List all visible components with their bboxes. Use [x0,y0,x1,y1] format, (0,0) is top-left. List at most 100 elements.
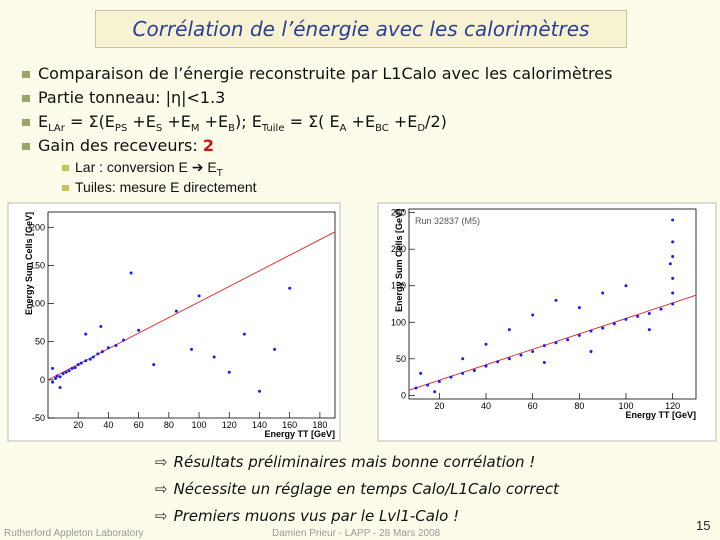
data-point [70,366,74,370]
plot-area [408,208,697,400]
text-segment: +E [346,112,376,131]
data-point [99,324,103,328]
text-segment: = Σ(E [64,112,115,131]
y-axis-label: Energy Sum Cells [GeV] [24,212,34,315]
x-tick-label: 60 [528,401,538,411]
data-point [227,370,231,374]
data-point [542,360,546,364]
data-point [84,332,88,336]
data-point [472,369,476,372]
y-tick-label: 50 [35,337,45,347]
data-point [531,350,535,353]
data-point [589,350,593,353]
y-tick-label: 250 [391,208,406,218]
data-point [106,346,110,350]
data-point [601,291,605,295]
text-segment: Gain des receveurs: [38,136,203,155]
text-segment: /2) [425,112,447,131]
x-tick-label: 180 [312,420,327,430]
x-tick-label: 60 [134,420,144,430]
conclusion-text: Nécessite un réglage en temps Calo/L1Cal… [173,480,559,498]
subscript: T [216,167,223,179]
data-point [624,284,628,288]
x-axis-label: Energy TT [GeV] [625,410,696,420]
data-point [88,357,92,361]
plot-frame [7,202,341,442]
data-point [212,355,216,359]
x-tick-label: 20 [434,401,444,411]
data-point [671,218,675,222]
text-segment: +E [127,112,156,131]
text-segment: 2 [202,136,214,155]
data-point [496,360,500,364]
data-point [461,357,465,361]
conclusion: ⇨ Premiers muons vus par le Lvl1-Calo ! [155,507,459,525]
data-point [589,329,593,333]
text-segment: +E [199,112,229,131]
y-tick-label: 200 [391,244,406,254]
data-point [577,306,581,310]
data-point [542,344,546,348]
data-point [67,369,71,373]
data-point [84,359,88,363]
data-point [433,390,437,394]
data-point [64,370,68,374]
data-point [437,379,441,383]
x-tick-label: 20 [73,420,83,430]
page-number: 15 [696,518,711,533]
data-point [554,298,558,302]
data-point [668,262,672,266]
data-point [419,371,423,375]
subscript: M [190,123,200,135]
data-point [55,374,59,378]
y-axis-label: Energy Sum Cells [GeV] [394,209,404,312]
text-segment: = Σ( E [284,112,340,131]
data-point [671,276,675,280]
x-tick-label: 140 [252,420,267,430]
subscript: B [228,123,236,135]
data-point [61,372,65,376]
arrow-icon: ⇨ [155,480,168,498]
data-point [257,389,261,393]
data-point [58,385,62,389]
conclusion-text: Premiers muons vus par le Lvl1-Calo ! [173,507,460,525]
data-point [414,386,418,390]
x-tick-label: 160 [282,420,297,430]
text-segment: ); E [235,112,262,131]
text-segment: +E [162,112,191,131]
plot-area [47,211,336,419]
y-tick-label: 0 [401,390,406,400]
text-segment: Tuiles: mesure E directement [75,179,257,195]
subscript: S [155,123,163,135]
data-point [566,338,570,342]
fit-line [47,231,336,381]
data-point [100,350,104,354]
y-tick-label: 150 [391,281,406,291]
data-point [122,338,126,342]
data-point [288,286,292,290]
x-tick-label: 100 [192,420,207,430]
data-point [671,240,675,244]
data-point [129,271,133,275]
data-point [197,294,201,298]
conclusion-text: Résultats préliminaires mais bonne corré… [173,453,536,471]
data-point [91,355,95,359]
x-tick-label: 100 [618,401,633,411]
data-point [659,307,663,311]
text-segment: +E [388,112,418,131]
conclusion: ⇨ Résultats préliminaires mais bonne corr… [155,453,535,471]
y-tick-label: 100 [391,317,406,327]
subscript: LAr [48,123,65,135]
data-point [137,328,141,332]
y-tick-label: -50 [32,413,45,423]
data-point [647,328,651,332]
data-point [671,255,675,258]
data-point [507,357,511,361]
x-tick-label: 120 [222,420,237,430]
bullet: Partie tonneau: |η|<1.3 [22,88,225,107]
data-point [484,342,488,346]
data-point [449,375,453,379]
arrow-icon: ⇨ [155,453,168,471]
